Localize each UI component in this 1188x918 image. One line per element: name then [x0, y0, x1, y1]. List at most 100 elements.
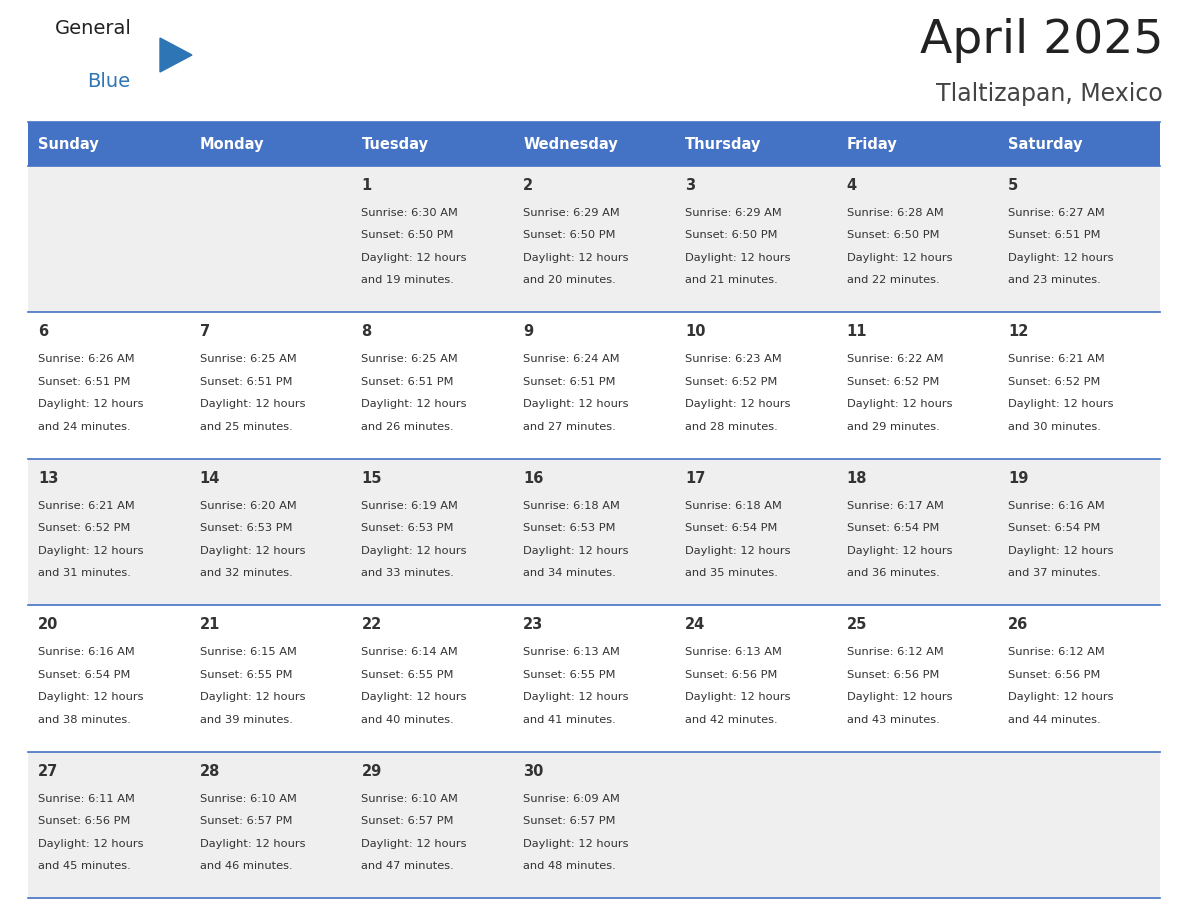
Text: 3: 3	[684, 178, 695, 193]
Text: Sunset: 6:54 PM: Sunset: 6:54 PM	[684, 523, 777, 533]
Text: and 25 minutes.: and 25 minutes.	[200, 422, 292, 431]
Bar	[29, 752, 1159, 898]
Text: Sunrise: 6:19 AM: Sunrise: 6:19 AM	[361, 501, 459, 510]
Text: Sunset: 6:56 PM: Sunset: 6:56 PM	[847, 670, 939, 679]
Text: Sunrise: 6:21 AM: Sunrise: 6:21 AM	[38, 501, 134, 510]
Text: Sunrise: 6:09 AM: Sunrise: 6:09 AM	[523, 793, 620, 803]
Text: and 45 minutes.: and 45 minutes.	[38, 861, 131, 871]
Text: 13: 13	[38, 471, 58, 486]
Text: Sunrise: 6:16 AM: Sunrise: 6:16 AM	[1009, 501, 1105, 510]
Text: 30: 30	[523, 764, 544, 778]
Bar	[29, 122, 1159, 166]
Text: and 28 minutes.: and 28 minutes.	[684, 422, 778, 431]
Text: and 21 minutes.: and 21 minutes.	[684, 275, 778, 285]
Text: and 46 minutes.: and 46 minutes.	[200, 861, 292, 871]
Text: Sunday: Sunday	[38, 137, 99, 151]
Text: Monday: Monday	[200, 137, 264, 151]
Text: and 43 minutes.: and 43 minutes.	[847, 715, 940, 724]
Text: and 48 minutes.: and 48 minutes.	[523, 861, 615, 871]
Text: Daylight: 12 hours: Daylight: 12 hours	[684, 692, 790, 702]
Text: and 47 minutes.: and 47 minutes.	[361, 861, 454, 871]
Text: Daylight: 12 hours: Daylight: 12 hours	[523, 692, 628, 702]
Text: Daylight: 12 hours: Daylight: 12 hours	[200, 399, 305, 409]
Text: Sunset: 6:56 PM: Sunset: 6:56 PM	[1009, 670, 1100, 679]
Text: Sunset: 6:56 PM: Sunset: 6:56 PM	[684, 670, 777, 679]
Text: Tlaltizapan, Mexico: Tlaltizapan, Mexico	[936, 82, 1163, 106]
Text: 25: 25	[847, 617, 867, 633]
Text: and 31 minutes.: and 31 minutes.	[38, 568, 131, 578]
Text: Sunset: 6:52 PM: Sunset: 6:52 PM	[684, 377, 777, 386]
Text: 14: 14	[200, 471, 220, 486]
Text: 21: 21	[200, 617, 220, 633]
Text: Sunset: 6:57 PM: Sunset: 6:57 PM	[361, 816, 454, 826]
Text: Tuesday: Tuesday	[361, 137, 429, 151]
Text: and 34 minutes.: and 34 minutes.	[523, 568, 615, 578]
Text: 22: 22	[361, 617, 381, 633]
Text: Daylight: 12 hours: Daylight: 12 hours	[361, 253, 467, 263]
Text: Sunrise: 6:14 AM: Sunrise: 6:14 AM	[361, 647, 459, 657]
Text: Sunrise: 6:23 AM: Sunrise: 6:23 AM	[684, 354, 782, 364]
Text: Sunrise: 6:26 AM: Sunrise: 6:26 AM	[38, 354, 134, 364]
Text: Sunrise: 6:15 AM: Sunrise: 6:15 AM	[200, 647, 297, 657]
Text: 29: 29	[361, 764, 381, 778]
Text: Sunset: 6:55 PM: Sunset: 6:55 PM	[361, 670, 454, 679]
Text: 18: 18	[847, 471, 867, 486]
Text: Daylight: 12 hours: Daylight: 12 hours	[847, 692, 952, 702]
Text: Sunset: 6:51 PM: Sunset: 6:51 PM	[1009, 230, 1101, 241]
Text: 7: 7	[200, 324, 210, 340]
Text: Sunset: 6:50 PM: Sunset: 6:50 PM	[684, 230, 777, 241]
Text: and 37 minutes.: and 37 minutes.	[1009, 568, 1101, 578]
Text: Sunrise: 6:12 AM: Sunrise: 6:12 AM	[847, 647, 943, 657]
Text: Thursday: Thursday	[684, 137, 762, 151]
Text: and 39 minutes.: and 39 minutes.	[200, 715, 292, 724]
Text: 20: 20	[38, 617, 58, 633]
Text: General: General	[55, 19, 132, 38]
Text: Sunrise: 6:18 AM: Sunrise: 6:18 AM	[523, 501, 620, 510]
Text: Sunset: 6:54 PM: Sunset: 6:54 PM	[38, 670, 131, 679]
Text: Daylight: 12 hours: Daylight: 12 hours	[847, 546, 952, 555]
Text: Sunrise: 6:10 AM: Sunrise: 6:10 AM	[361, 793, 459, 803]
Text: Daylight: 12 hours: Daylight: 12 hours	[361, 399, 467, 409]
Text: Daylight: 12 hours: Daylight: 12 hours	[523, 546, 628, 555]
Text: Sunset: 6:51 PM: Sunset: 6:51 PM	[361, 377, 454, 386]
Text: Daylight: 12 hours: Daylight: 12 hours	[200, 692, 305, 702]
Text: Daylight: 12 hours: Daylight: 12 hours	[1009, 399, 1114, 409]
Bar	[29, 605, 1159, 752]
Text: Daylight: 12 hours: Daylight: 12 hours	[38, 839, 144, 848]
Text: Daylight: 12 hours: Daylight: 12 hours	[684, 253, 790, 263]
Text: and 24 minutes.: and 24 minutes.	[38, 422, 131, 431]
Text: and 40 minutes.: and 40 minutes.	[361, 715, 454, 724]
Text: and 27 minutes.: and 27 minutes.	[523, 422, 615, 431]
Text: Daylight: 12 hours: Daylight: 12 hours	[1009, 546, 1114, 555]
Text: Daylight: 12 hours: Daylight: 12 hours	[684, 399, 790, 409]
Text: Daylight: 12 hours: Daylight: 12 hours	[361, 692, 467, 702]
Text: and 29 minutes.: and 29 minutes.	[847, 422, 940, 431]
Text: and 30 minutes.: and 30 minutes.	[1009, 422, 1101, 431]
Text: Daylight: 12 hours: Daylight: 12 hours	[200, 839, 305, 848]
Bar	[29, 459, 1159, 605]
Text: Sunset: 6:50 PM: Sunset: 6:50 PM	[523, 230, 615, 241]
Text: Daylight: 12 hours: Daylight: 12 hours	[523, 399, 628, 409]
Text: 26: 26	[1009, 617, 1029, 633]
Text: 5: 5	[1009, 178, 1018, 193]
Text: Sunset: 6:52 PM: Sunset: 6:52 PM	[38, 523, 131, 533]
Text: Friday: Friday	[847, 137, 897, 151]
Text: and 44 minutes.: and 44 minutes.	[1009, 715, 1101, 724]
Text: Daylight: 12 hours: Daylight: 12 hours	[38, 546, 144, 555]
Text: Sunset: 6:53 PM: Sunset: 6:53 PM	[200, 523, 292, 533]
Text: 15: 15	[361, 471, 381, 486]
Bar	[29, 312, 1159, 459]
Text: Sunset: 6:51 PM: Sunset: 6:51 PM	[38, 377, 131, 386]
Text: and 33 minutes.: and 33 minutes.	[361, 568, 454, 578]
Text: Sunset: 6:50 PM: Sunset: 6:50 PM	[361, 230, 454, 241]
Text: Sunrise: 6:17 AM: Sunrise: 6:17 AM	[847, 501, 943, 510]
Text: Sunrise: 6:13 AM: Sunrise: 6:13 AM	[684, 647, 782, 657]
Bar	[29, 166, 1159, 312]
Text: Sunset: 6:51 PM: Sunset: 6:51 PM	[200, 377, 292, 386]
Text: Sunset: 6:55 PM: Sunset: 6:55 PM	[200, 670, 292, 679]
Text: Daylight: 12 hours: Daylight: 12 hours	[523, 253, 628, 263]
Text: Sunrise: 6:11 AM: Sunrise: 6:11 AM	[38, 793, 135, 803]
Text: Daylight: 12 hours: Daylight: 12 hours	[200, 546, 305, 555]
Text: Sunset: 6:51 PM: Sunset: 6:51 PM	[523, 377, 615, 386]
Text: Daylight: 12 hours: Daylight: 12 hours	[847, 399, 952, 409]
